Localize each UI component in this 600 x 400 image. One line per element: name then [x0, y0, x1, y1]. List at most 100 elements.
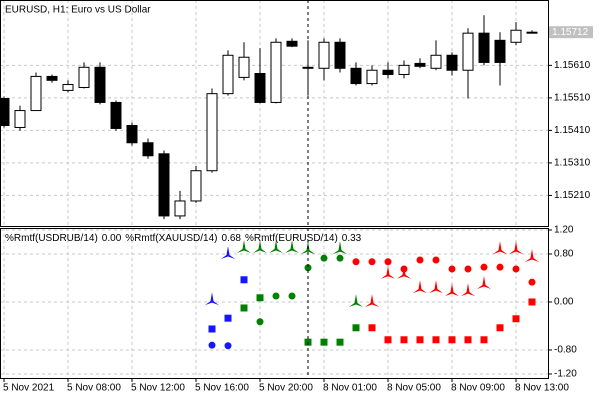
- legend-name: %Rmtf(USDRUB/14): [5, 233, 98, 244]
- square-marker: [448, 336, 456, 344]
- dot-marker: [304, 264, 312, 272]
- y-tick-label: 0.80: [554, 249, 574, 260]
- x-tick-label: 8 Nov 13:00: [515, 383, 569, 394]
- dot-marker: [416, 256, 424, 264]
- candle-body: [318, 41, 330, 69]
- x-tick-label: 5 Nov 08:00: [67, 383, 121, 394]
- y-tick-label: -0.80: [554, 345, 577, 356]
- candle-body: [238, 56, 250, 78]
- legend-value: 0.68: [222, 233, 242, 244]
- current-price-box: [549, 26, 593, 39]
- candle-body: [174, 200, 186, 217]
- marks-layer: [0, 15, 539, 350]
- dot-marker: [432, 256, 440, 264]
- square-marker: [336, 338, 344, 346]
- candle-body: [206, 93, 218, 172]
- square-marker: [208, 325, 216, 333]
- arrow-marker: [429, 280, 443, 294]
- x-tick-label: 5 Nov 16:00: [195, 383, 249, 394]
- legend-name: %Rmtf(XAUUSD/14): [125, 233, 217, 244]
- arrow-marker: [525, 248, 539, 262]
- x-tick-label: 5 Nov 20:00: [259, 383, 313, 394]
- candle-body: [270, 41, 282, 103]
- x-tick-label: 8 Nov 05:00: [387, 383, 441, 394]
- candle-body: [190, 170, 202, 202]
- x-tick-label: 5 Nov 2021: [3, 383, 55, 394]
- candle-body: [14, 110, 26, 128]
- dot-marker: [320, 254, 328, 262]
- chart-title: EURUSD, H1: Euro vs US Dollar: [5, 5, 151, 16]
- arrow-marker: [285, 239, 299, 253]
- arrow-marker: [493, 241, 507, 255]
- candle-body: [446, 54, 458, 71]
- arrow-marker: [221, 245, 235, 259]
- indicator-pane-frame: [0, 228, 549, 379]
- current-price-label: 1.15712: [552, 27, 589, 38]
- arrow-marker: [445, 283, 459, 297]
- x-tick-label: 5 Nov 12:00: [131, 383, 185, 394]
- candle-body: [78, 66, 90, 88]
- candle-body: [142, 142, 154, 157]
- square-marker: [416, 336, 424, 344]
- square-marker: [368, 324, 376, 332]
- grid-layer: [0, 0, 548, 378]
- candle-body: [254, 72, 266, 103]
- square-marker: [496, 324, 504, 332]
- y-tick-label: -1.20: [554, 369, 577, 380]
- arrow-marker: [269, 239, 283, 253]
- dot-marker: [352, 258, 360, 266]
- square-marker: [432, 336, 440, 344]
- candle-body: [430, 54, 442, 69]
- legend-value: 0.00: [102, 233, 122, 244]
- arrow-marker: [461, 283, 475, 297]
- candle-body: [478, 32, 490, 63]
- square-marker: [512, 315, 520, 323]
- candle-body: [110, 101, 122, 129]
- candle-body: [526, 31, 538, 34]
- square-marker: [464, 336, 472, 344]
- candle-body: [334, 41, 346, 69]
- main-pane-frame: [0, 0, 549, 227]
- candle-body: [398, 64, 410, 75]
- candle-body: [462, 32, 474, 71]
- arrow-marker: [365, 293, 379, 307]
- dot-marker: [336, 254, 344, 262]
- dot-marker: [272, 292, 280, 300]
- candle-body: [510, 29, 522, 43]
- y-tick-label: 0.00: [554, 297, 574, 308]
- legend-value: 0.33: [342, 233, 362, 244]
- indicator-legend: %Rmtf(USDRUB/14) 0.00 %Rmtf(XAUUSD/14) 0.68…: [5, 233, 362, 244]
- arrow-marker: [205, 292, 219, 306]
- dot-marker: [208, 341, 216, 349]
- arrow-marker: [413, 280, 427, 294]
- candle-body: [30, 75, 42, 112]
- arrow-marker: [397, 265, 411, 279]
- candle-body: [126, 125, 138, 144]
- square-marker: [240, 276, 248, 284]
- candle-body: [494, 39, 506, 63]
- dot-marker: [528, 278, 536, 286]
- dot-marker: [512, 265, 520, 273]
- candle-body: [94, 66, 106, 103]
- square-marker: [352, 324, 360, 332]
- dot-marker: [384, 258, 392, 266]
- dot-marker: [288, 292, 296, 300]
- legend-name: %Rmtf(EURUSD/14): [245, 233, 338, 244]
- y-tick-label: 1.15210: [554, 190, 591, 201]
- candle-body: [46, 75, 58, 81]
- arrow-marker: [349, 293, 363, 307]
- y-tick-label: 1.15410: [554, 125, 591, 136]
- candle-body: [350, 67, 362, 85]
- y-tick-label: 1.15610: [554, 60, 591, 71]
- candle-body: [286, 40, 298, 47]
- arrow-marker: [381, 265, 395, 279]
- arrow-marker: [333, 241, 347, 255]
- square-marker: [400, 336, 408, 344]
- square-marker: [528, 298, 536, 306]
- square-marker: [256, 294, 264, 302]
- x-tick-label: 8 Nov 01:00: [323, 383, 377, 394]
- x-tick-label: 8 Nov 09:00: [451, 383, 505, 394]
- dot-marker: [448, 265, 456, 273]
- arrow-marker: [509, 241, 523, 255]
